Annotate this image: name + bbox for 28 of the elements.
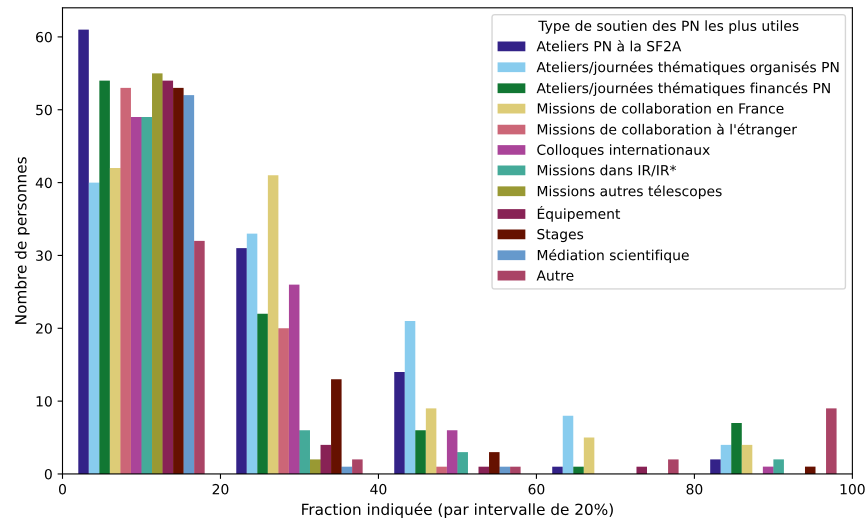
- legend-label: Colloques internationaux: [537, 144, 710, 158]
- y-tick-label: 50: [36, 104, 52, 116]
- x-tick-label: 20: [212, 484, 228, 494]
- y-tick-label: 60: [36, 32, 52, 42]
- legend-label: Missions de collaboration en France: [538, 102, 784, 114]
- legend-title: Type de soutien des PN les plus utiles: [538, 20, 798, 34]
- legend-label: Équipement: [538, 206, 620, 222]
- x-tick-label: 60: [528, 484, 544, 494]
- legend-label: Missions autres télescopes: [538, 185, 722, 200]
- y-tick-label: 0: [44, 468, 52, 480]
- x-tick-label: 80: [686, 484, 702, 494]
- y-tick-label: 10: [36, 396, 52, 407]
- x-axis-title: Fraction indiquée (par intervalle de 20%): [302, 502, 613, 518]
- y-tick-label: 30: [36, 250, 52, 261]
- legend-label: Médiation scientifique: [538, 249, 689, 264]
- x-tick-label: 100: [840, 484, 865, 494]
- y-tick-label: 20: [36, 323, 52, 334]
- legend-label: Ateliers PN à la SF2A: [536, 40, 682, 52]
- y-axis-title: Nombre de personnes: [14, 157, 30, 324]
- legend-label: Ateliers/journées thématiques organisés PN: [536, 61, 839, 76]
- legend-label: Missions dans IR/IR*: [538, 164, 676, 176]
- y-tick-label: 40: [36, 178, 52, 188]
- legend-label: Ateliers/journées thématiques financés PN: [536, 82, 830, 96]
- legend-label: Stages: [537, 228, 584, 242]
- x-tick-label: 40: [370, 484, 386, 494]
- legend-label: Autre: [536, 270, 574, 281]
- x-tick-label: 0: [58, 484, 66, 494]
- legend-label: Missions de collaboration à l'étranger: [538, 123, 797, 138]
